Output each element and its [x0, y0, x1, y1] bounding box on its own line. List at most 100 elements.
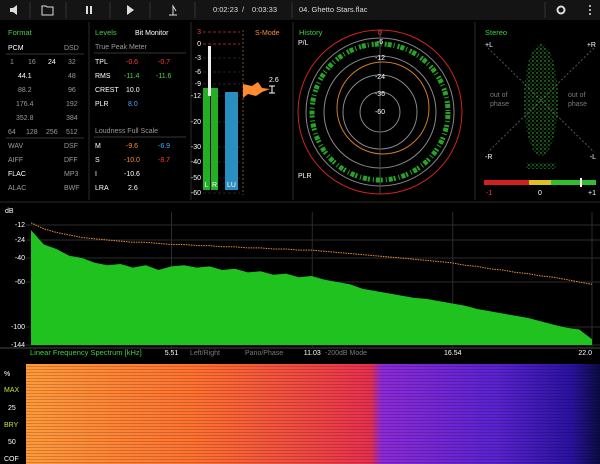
loudness-value: -6.9: [158, 143, 170, 150]
pcm-label: PCM: [8, 45, 24, 52]
level-label: TPL: [95, 59, 108, 66]
loudness-label: S: [95, 157, 100, 164]
loudness-label: I: [95, 171, 97, 178]
channel-label: R: [212, 182, 217, 189]
open-button[interactable]: [41, 5, 54, 16]
phase-label: out of: [490, 92, 508, 99]
spectrogram-label: %: [4, 371, 10, 378]
ring-label: -24: [375, 74, 385, 81]
meter-tick-label: -20: [191, 119, 201, 126]
bit-depth: 32: [68, 59, 76, 66]
correlation-history: [526, 163, 556, 169]
level-label: PLR: [95, 101, 109, 108]
file-type: WAV: [8, 143, 23, 150]
meter-tick-label: -30: [191, 144, 201, 151]
y-tick-label: -24: [15, 237, 25, 244]
toolbar-separators: [29, 2, 546, 18]
channel-label: LU: [227, 182, 236, 189]
peak-line: [30, 222, 593, 285]
y-tick-label: -100: [11, 324, 25, 331]
panel-title: Levels: [95, 28, 117, 37]
y-tick-label: -12: [15, 222, 25, 229]
ring-label: -12: [375, 55, 385, 62]
menu-button[interactable]: [589, 5, 591, 7]
s-mode-label[interactable]: S-Mode: [255, 30, 280, 37]
mode-button[interactable]: Pano/Phase: [245, 350, 283, 357]
correlation-marker: [580, 178, 582, 187]
tool-button[interactable]: [169, 4, 177, 16]
x-axis-label: Linear Frequency Spectrum [kHz]: [30, 348, 142, 357]
stereo-corner: +R: [587, 42, 596, 49]
mode-button[interactable]: Left/Right: [190, 350, 220, 357]
lra-value: 2.6: [269, 77, 279, 84]
spectrogram-texture: [26, 364, 600, 464]
x-tick-label: 22.0: [578, 350, 592, 357]
channel-label: L: [205, 182, 209, 189]
correlation-positive: [551, 180, 596, 185]
dsd-rate: 512: [66, 129, 78, 136]
spectrum-area: [31, 230, 592, 345]
history-axis: PLR: [298, 173, 312, 180]
panel-title: Format: [8, 28, 33, 37]
toolbar-icons: [10, 4, 591, 16]
loudness-value: -10.6: [124, 171, 140, 178]
dsd-rate: 64: [8, 129, 16, 136]
dsd-label: DSD: [64, 45, 79, 52]
level-value: 10.0: [126, 87, 140, 94]
spectrogram-label: BRY: [4, 422, 19, 429]
current-time: 0:02:23: [213, 5, 238, 14]
y-tick-label: -40: [15, 255, 25, 262]
spectrogram-label: 50: [8, 439, 16, 446]
y-axis-label: dB: [5, 208, 14, 215]
loudness-label: LRA: [95, 185, 109, 192]
meter-tick-label: -40: [191, 159, 201, 166]
stereo-scatter: [524, 44, 558, 156]
loudness-label: M: [95, 143, 101, 150]
bit-depth: 16: [28, 59, 36, 66]
x-tick-label: 5.51: [165, 350, 179, 357]
menu-dot: [589, 13, 591, 15]
peak-marker: [208, 46, 211, 96]
meter-tick-label: -3: [195, 55, 201, 62]
x-tick-label: 16.54: [444, 350, 462, 357]
ring-label: -60: [375, 109, 385, 116]
volume-button[interactable]: [10, 5, 17, 15]
pause-button[interactable]: [86, 6, 88, 14]
section-title: Loudness Full Scale: [95, 128, 158, 135]
sample-rate: 176.4: [16, 101, 34, 108]
menu-dot: [589, 9, 591, 11]
file-type: ALAC: [8, 185, 26, 192]
meter-tick-label: -50: [191, 175, 201, 182]
panel-title: Stereo: [485, 28, 507, 37]
y-tick-label: -60: [15, 279, 25, 286]
sample-rate: 88.2: [18, 87, 32, 94]
level-value: -0.6: [126, 59, 138, 66]
ring-label: -6: [377, 39, 383, 46]
mode-button[interactable]: -200dB Mode: [325, 350, 367, 357]
history-rings: [297, 29, 463, 195]
phase-label: phase: [568, 101, 587, 108]
bit-monitor-tab[interactable]: Bit Monitor: [135, 30, 169, 37]
correlation-neutral: [529, 180, 551, 185]
level-value: -0.7: [158, 59, 170, 66]
level-label: RMS: [95, 73, 111, 80]
settings-button[interactable]: [556, 5, 566, 15]
panel-borders: [0, 22, 600, 203]
sample-rate: 96: [68, 87, 76, 94]
level-value: -11.4: [124, 73, 140, 80]
play-button[interactable]: [127, 5, 134, 15]
level-value: -11.6: [156, 73, 172, 80]
history-axis: P/L: [298, 40, 309, 47]
loudness-value: -10.0: [124, 157, 140, 164]
correlation-scale: +1: [588, 190, 596, 197]
ring-label: 0: [378, 30, 382, 37]
phase-label: phase: [490, 101, 509, 108]
level-label: CREST: [95, 87, 119, 94]
meter-tick-label: -60: [191, 190, 201, 197]
meter-tick-label: 3: [197, 29, 201, 36]
x-tick-label: 11.03: [304, 350, 321, 357]
file-type: MP3: [64, 171, 79, 178]
time-separator: /: [242, 5, 245, 14]
